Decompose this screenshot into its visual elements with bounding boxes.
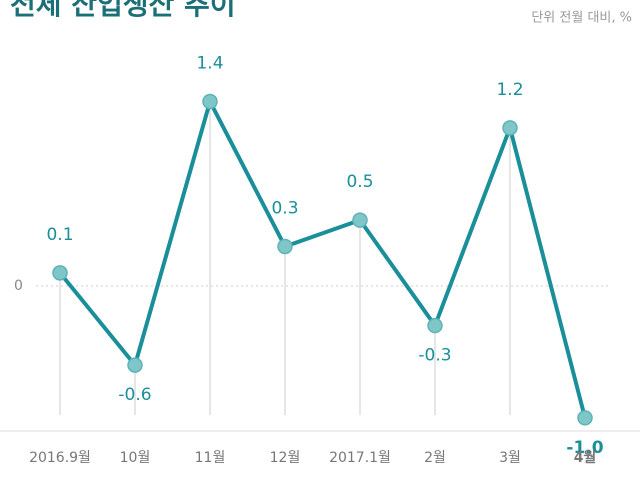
value-label: -0.6 bbox=[118, 385, 151, 405]
x-tick-label: 11월 bbox=[195, 450, 226, 466]
value-label: -1.0 bbox=[566, 438, 603, 458]
point bbox=[427, 317, 443, 334]
value-label: 0.5 bbox=[346, 172, 373, 192]
unit-label: 단위 전월 대비, % bbox=[531, 11, 632, 26]
point bbox=[277, 238, 293, 255]
value-label: 0.3 bbox=[271, 199, 298, 219]
x-tick-label: 4월 bbox=[574, 449, 597, 466]
chart-title: 전체 산업생산 추이 bbox=[10, 0, 236, 21]
x-tick-label: 10월 bbox=[120, 450, 151, 466]
x-tick-label: 12월 bbox=[270, 450, 301, 466]
x-tick-label: 2월 bbox=[424, 450, 446, 466]
value-label: -0.3 bbox=[418, 346, 451, 366]
point bbox=[127, 357, 143, 373]
point bbox=[577, 410, 593, 426]
line bbox=[58, 99, 587, 419]
point bbox=[202, 93, 218, 110]
y-tick-label: 0 bbox=[14, 278, 23, 294]
value-label: 1.4 bbox=[196, 54, 223, 74]
point bbox=[52, 265, 68, 281]
value-label: 1.2 bbox=[496, 80, 523, 100]
value-label: 0.1 bbox=[46, 225, 73, 245]
point bbox=[352, 212, 368, 228]
x-tick-label: 2016.9월 bbox=[29, 450, 91, 466]
x-tick-label: 3월 bbox=[499, 450, 521, 466]
point bbox=[502, 120, 518, 136]
x-tick-label: 2017.1월 bbox=[329, 450, 391, 466]
